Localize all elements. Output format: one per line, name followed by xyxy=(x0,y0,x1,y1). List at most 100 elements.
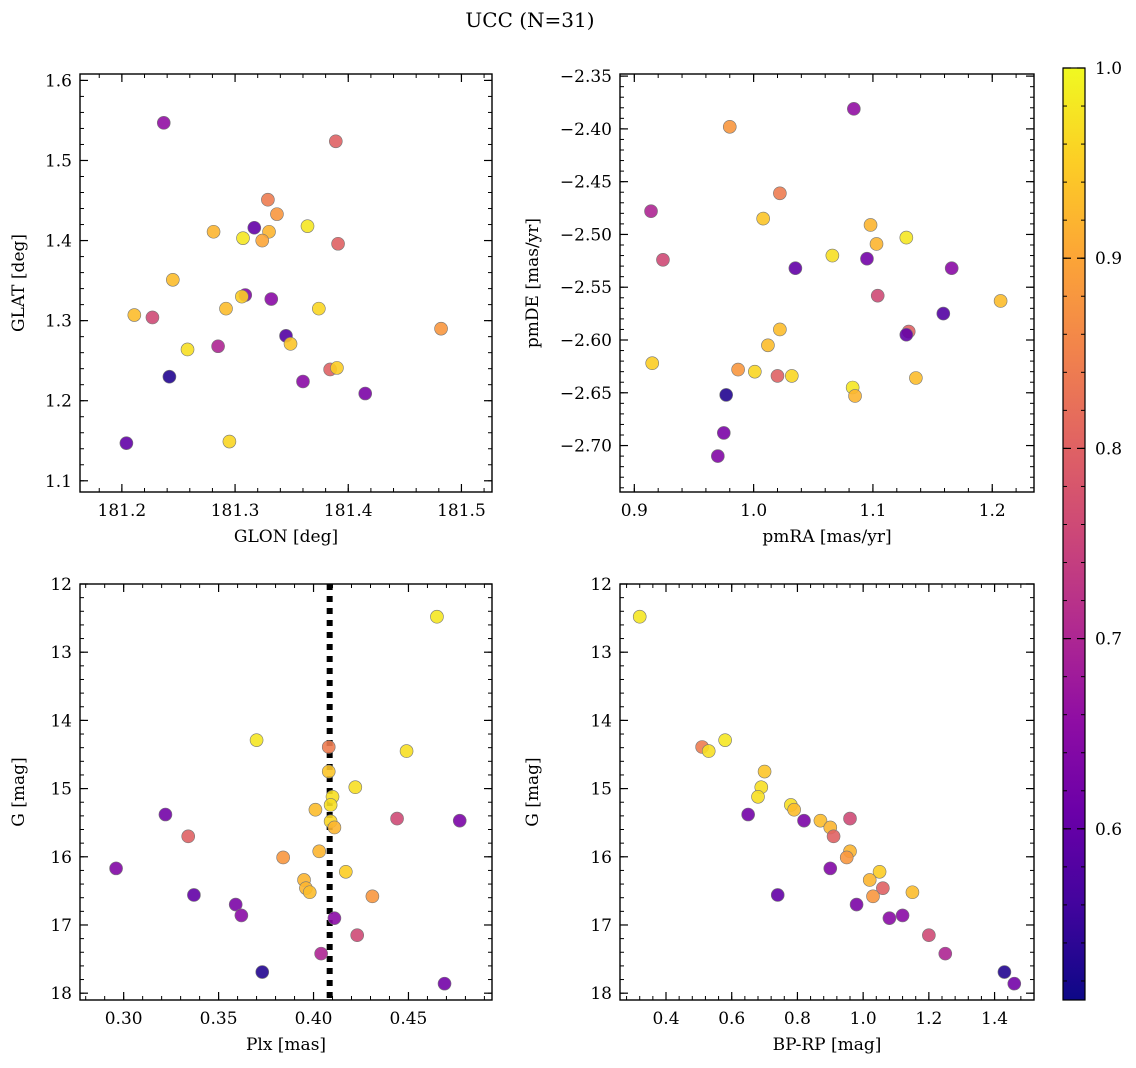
y-tick-label: 12 xyxy=(50,575,72,595)
x-tick-label: 181.4 xyxy=(324,501,373,521)
data-point xyxy=(119,436,134,450)
y-tick-label: 14 xyxy=(590,711,612,731)
data-point xyxy=(862,873,877,887)
x-tick-label: 1.0 xyxy=(740,501,767,521)
data-point xyxy=(321,764,336,779)
data-point xyxy=(211,339,225,354)
data-point xyxy=(327,911,342,925)
x-tick-label: 1.1 xyxy=(859,501,886,521)
colorbar: 0.6 0.7 0.8 0.9 1.0 xyxy=(1062,59,1122,1001)
data-point xyxy=(430,609,444,624)
data-point xyxy=(219,301,233,316)
data-point xyxy=(825,248,840,263)
x-tick-label: 0.4 xyxy=(652,1009,679,1029)
x-tick-label: 0.6 xyxy=(718,1009,745,1029)
data-point xyxy=(158,807,173,822)
x-axis-label: Plx [mas] xyxy=(246,1035,326,1055)
data-point xyxy=(922,928,936,943)
data-point xyxy=(331,236,345,251)
x-tick-label: 181.5 xyxy=(437,501,486,521)
data-point xyxy=(222,434,237,449)
data-point xyxy=(339,864,353,879)
data-point xyxy=(869,237,884,251)
data-point xyxy=(863,218,878,232)
data-point xyxy=(936,306,951,321)
data-point xyxy=(944,261,959,276)
data-point xyxy=(656,252,670,267)
data-point xyxy=(365,889,380,904)
y-tick-label: −2.35 xyxy=(560,67,612,87)
y-tick-label: 18 xyxy=(50,984,72,1004)
colorbar-gradient xyxy=(1062,67,1086,1001)
colorbar-tick-label: 1.0 xyxy=(1095,59,1122,79)
data-point xyxy=(302,885,317,900)
y-tick-label: 1.3 xyxy=(45,312,72,332)
colorbar-tick-label: 0.6 xyxy=(1095,820,1122,840)
data-point xyxy=(276,850,290,865)
data-point xyxy=(788,261,803,276)
data-point xyxy=(162,369,177,384)
colorbar-tick-label: 0.7 xyxy=(1095,630,1122,650)
data-point xyxy=(180,342,195,357)
x-tick-label: 181.3 xyxy=(211,501,260,521)
data-point xyxy=(993,294,1008,308)
x-axis-label: pmRA [mas/yr] xyxy=(762,527,891,547)
data-point xyxy=(849,897,864,912)
y-tick-label: 1.2 xyxy=(45,392,72,412)
data-point xyxy=(718,733,732,747)
data-point xyxy=(757,764,772,779)
data-point xyxy=(719,388,733,402)
data-point xyxy=(813,813,828,828)
data-point xyxy=(645,356,660,371)
data-point xyxy=(797,813,811,828)
data-point xyxy=(761,338,775,353)
data-point xyxy=(350,928,364,943)
data-point xyxy=(308,802,323,817)
y-tick-label: 17 xyxy=(590,916,612,936)
data-point xyxy=(255,965,270,979)
plot-frame xyxy=(79,583,493,1001)
panel-glon-glat: 181.2 181.3 181.4 181.5 1.1 1.2 1.3 1.4 1.5 1.6 GL… xyxy=(9,71,493,547)
data-point xyxy=(437,976,452,991)
y-tick-label: 1.5 xyxy=(45,151,72,171)
data-point xyxy=(264,292,279,306)
panel-bprp-g: 0.4 0.6 0.8 1.0 1.2 1.4 12 13 14 15 16 17 18 BP-RP [m… xyxy=(523,575,1035,1055)
x-tick-label: 0.9 xyxy=(621,501,648,521)
data-point xyxy=(234,908,249,923)
data-point xyxy=(899,327,914,342)
data-point xyxy=(722,119,737,134)
data-point xyxy=(839,850,854,865)
x-axis-label: BP-RP [mag] xyxy=(773,1035,882,1055)
x-tick-label: 1.0 xyxy=(850,1009,877,1029)
data-point xyxy=(876,881,890,895)
data-point xyxy=(870,288,885,303)
data-point xyxy=(770,369,785,383)
x-tick-label: 0.45 xyxy=(390,1009,428,1029)
data-point xyxy=(909,371,923,385)
x-tick-label: 0.8 xyxy=(784,1009,811,1029)
data-point xyxy=(348,780,363,795)
y-tick-label: 17 xyxy=(50,916,72,936)
data-point xyxy=(773,322,787,337)
y-tick-label: 16 xyxy=(590,848,612,868)
data-point xyxy=(751,789,765,804)
data-point xyxy=(145,310,160,325)
data-point xyxy=(283,337,298,351)
data-point xyxy=(206,224,221,239)
data-point xyxy=(314,946,328,961)
data-point xyxy=(127,308,142,322)
x-axis-label: GLON [deg] xyxy=(234,527,338,547)
data-point xyxy=(860,251,874,266)
data-point xyxy=(899,230,914,245)
x-tick-label: 1.4 xyxy=(981,1009,1008,1029)
data-point xyxy=(255,233,270,248)
data-point xyxy=(187,888,201,902)
data-point xyxy=(826,829,841,844)
data-point xyxy=(300,219,315,233)
data-point xyxy=(399,744,414,758)
data-point xyxy=(261,192,275,207)
data-point xyxy=(1007,976,1022,991)
data-point xyxy=(938,946,953,961)
data-point xyxy=(866,889,880,904)
y-tick-label: 1.4 xyxy=(45,232,72,252)
